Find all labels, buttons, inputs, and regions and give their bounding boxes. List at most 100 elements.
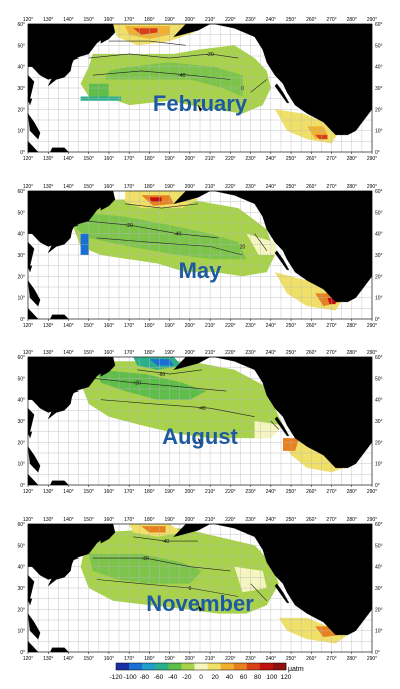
lat-tick-label-right: 10° bbox=[375, 629, 383, 635]
lon-tick-label-top: 240° bbox=[266, 184, 276, 190]
lat-tick-label-left: 60° bbox=[17, 22, 25, 28]
lon-tick-label-bottom: 160° bbox=[104, 156, 114, 162]
lon-tick-label-bottom: 150° bbox=[84, 656, 94, 662]
lat-tick-label-right: 0° bbox=[375, 150, 380, 156]
lon-tick-label-bottom: 280° bbox=[347, 656, 357, 662]
lat-tick-label-right: 40° bbox=[375, 65, 383, 71]
lon-tick-label-bottom: 200° bbox=[185, 656, 195, 662]
map-panel-february: -20 -40 0 120° 120° 130° 130° 140° 140° 150° 150° 1… bbox=[0, 0, 400, 170]
lon-tick-label-bottom: 190° bbox=[164, 489, 174, 495]
lon-tick-label-bottom: 130° bbox=[43, 656, 53, 662]
lon-tick-label-bottom: 140° bbox=[63, 656, 73, 662]
lon-tick-label-bottom: 170° bbox=[124, 656, 134, 662]
contour-lines bbox=[92, 369, 280, 430]
contour-line bbox=[137, 369, 203, 375]
lon-tick-label-top: 150° bbox=[84, 184, 94, 190]
lat-tick-label-right: 30° bbox=[375, 586, 383, 592]
lon-tick-label-top: 140° bbox=[63, 17, 73, 23]
landmass bbox=[210, 523, 373, 636]
landmass bbox=[27, 280, 41, 307]
lat-tick-label-right: 50° bbox=[375, 210, 383, 216]
colorbar-tick-label: 0 bbox=[199, 674, 203, 681]
lon-tick-label-bottom: 130° bbox=[43, 156, 53, 162]
colorbar-tick-label: 120 bbox=[281, 674, 292, 681]
lon-tick-label-bottom: 270° bbox=[326, 656, 336, 662]
contour-label: -40 bbox=[162, 539, 169, 545]
contour-label: -20 bbox=[142, 556, 149, 562]
landmass bbox=[27, 98, 33, 106]
contour-line bbox=[84, 220, 219, 239]
lon-tick-label-top: 260° bbox=[306, 350, 316, 356]
lat-tick-label-left: 10° bbox=[17, 629, 25, 635]
lon-tick-label-top: 220° bbox=[225, 17, 235, 23]
lon-tick-label-top: 280° bbox=[347, 517, 357, 523]
lon-tick-label-bottom: 160° bbox=[104, 489, 114, 495]
lon-tick-label-bottom: 230° bbox=[245, 656, 255, 662]
landmass bbox=[197, 271, 203, 279]
colorbar-tick-label: -60 bbox=[154, 674, 164, 681]
lon-tick-label-top: 250° bbox=[286, 350, 296, 356]
lon-tick-label-top: 190° bbox=[164, 17, 174, 23]
lon-tick-label-top: 180° bbox=[144, 517, 154, 523]
lat-tick-label-left: 40° bbox=[17, 565, 25, 571]
lat-tick-label-right: 10° bbox=[375, 129, 383, 135]
colorbar-tick-label: 20 bbox=[212, 674, 220, 681]
lat-tick-label-right: 20° bbox=[375, 440, 383, 446]
pco2-region bbox=[149, 197, 162, 202]
landmass bbox=[27, 113, 41, 140]
lat-tick-label-left: 60° bbox=[17, 522, 25, 528]
contour-lines bbox=[88, 40, 267, 93]
lon-tick-label-bottom: 130° bbox=[43, 323, 53, 329]
lon-tick-label-top: 210° bbox=[205, 17, 215, 23]
lon-tick-label-bottom: 120° bbox=[23, 489, 33, 495]
lat-tick-label-right: 50° bbox=[375, 376, 383, 382]
lat-tick-label-left: 30° bbox=[17, 419, 25, 425]
lon-tick-label-bottom: 170° bbox=[124, 323, 134, 329]
contour-line bbox=[92, 557, 231, 572]
lon-tick-label-bottom: 170° bbox=[124, 489, 134, 495]
lat-tick-label-left: 20° bbox=[17, 107, 25, 113]
lat-tick-label-left: 10° bbox=[17, 462, 25, 468]
lon-tick-label-bottom: 290° bbox=[367, 489, 377, 495]
lon-tick-label-top: 130° bbox=[43, 517, 53, 523]
map-frame bbox=[27, 190, 373, 320]
contour-label: -40 bbox=[174, 232, 181, 238]
lat-tick-label-left: 20° bbox=[17, 607, 25, 613]
landmass bbox=[27, 446, 41, 473]
lon-tick-label-bottom: 180° bbox=[144, 156, 154, 162]
land-masses bbox=[27, 523, 373, 653]
lon-tick-label-top: 180° bbox=[144, 17, 154, 23]
lon-tick-label-bottom: 160° bbox=[104, 656, 114, 662]
lon-tick-label-top: 250° bbox=[286, 184, 296, 190]
lon-tick-label-top: 160° bbox=[104, 17, 114, 23]
contour-line bbox=[96, 237, 243, 256]
lon-tick-label-bottom: 190° bbox=[164, 656, 174, 662]
contour-line bbox=[125, 203, 199, 209]
colorbar-swatch bbox=[129, 663, 143, 670]
lat-tick-label-left: 0° bbox=[20, 650, 25, 656]
lat-tick-label-right: 30° bbox=[375, 253, 383, 259]
lon-tick-label-top: 230° bbox=[245, 350, 255, 356]
lon-tick-label-bottom: 270° bbox=[326, 156, 336, 162]
colorbar-swatch bbox=[194, 663, 208, 670]
colorbar-swatch bbox=[181, 663, 195, 670]
lon-tick-label-bottom: 290° bbox=[367, 656, 377, 662]
lon-tick-label-bottom: 260° bbox=[306, 489, 316, 495]
lon-tick-label-bottom: 250° bbox=[286, 323, 296, 329]
colorbar-tick-label: -120 bbox=[109, 674, 122, 681]
lat-tick-label-right: 40° bbox=[375, 565, 383, 571]
lon-tick-label-top: 220° bbox=[225, 184, 235, 190]
colorbar-tick-label: 40 bbox=[226, 674, 234, 681]
lon-tick-label-top: 230° bbox=[245, 517, 255, 523]
lon-tick-label-bottom: 220° bbox=[225, 156, 235, 162]
landmass bbox=[274, 83, 290, 104]
lat-tick-label-left: 50° bbox=[17, 210, 25, 216]
lon-tick-label-top: 250° bbox=[286, 517, 296, 523]
contour-line bbox=[92, 378, 227, 392]
landmass bbox=[197, 437, 203, 445]
pco2-region bbox=[149, 359, 174, 366]
pco2-region bbox=[96, 369, 207, 400]
contour-line bbox=[88, 53, 239, 59]
lat-tick-label-left: 0° bbox=[20, 150, 25, 156]
lon-tick-label-bottom: 240° bbox=[266, 156, 276, 162]
